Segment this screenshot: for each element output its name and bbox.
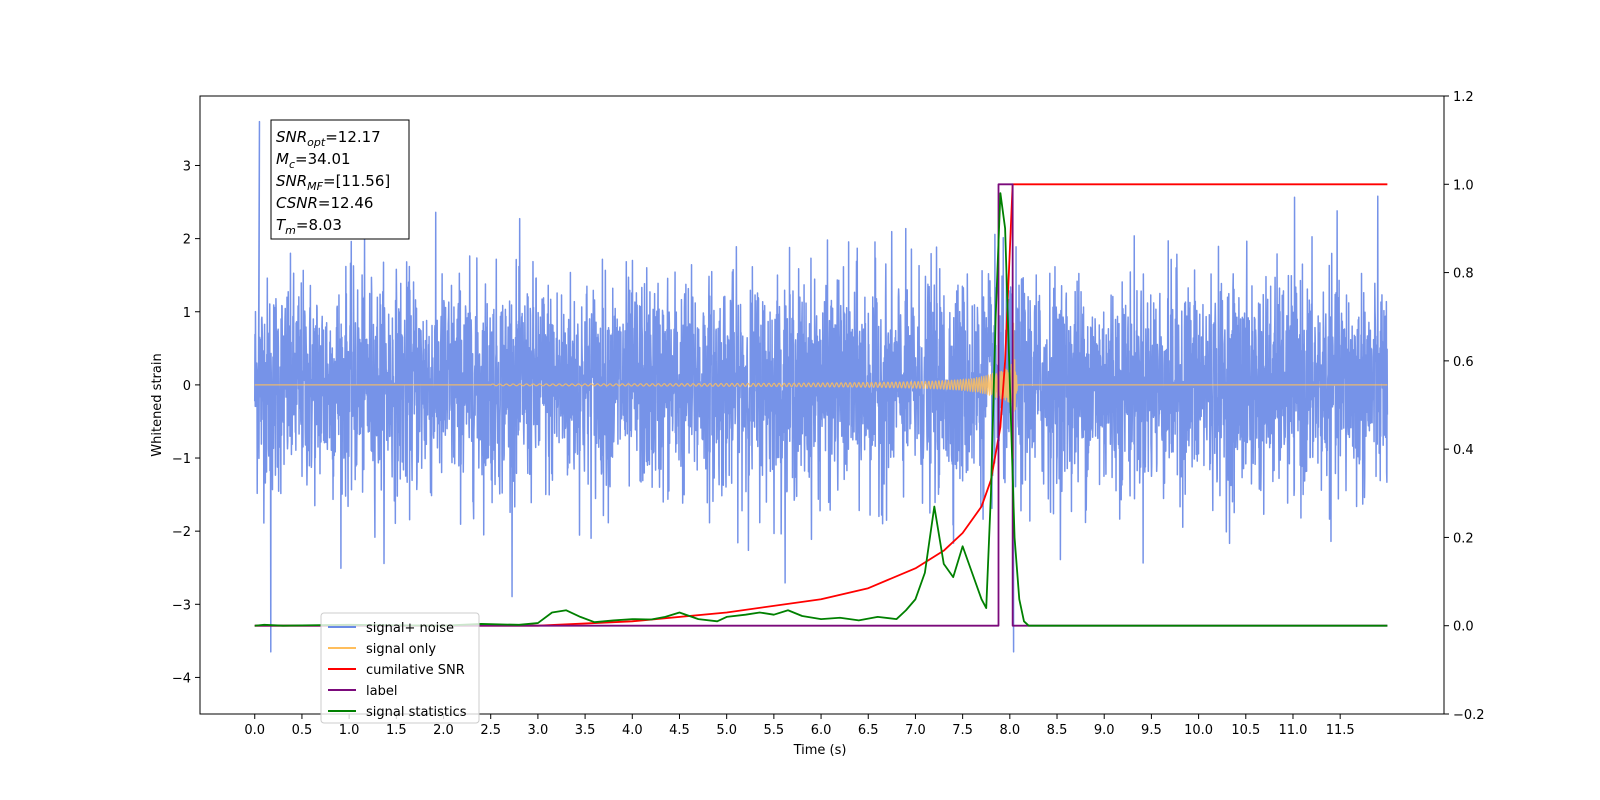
x-tick-label: 8.0 (999, 723, 1020, 738)
series-signal-noise (253, 120, 1389, 653)
series-signal-only (254, 322, 1388, 459)
y-tick-label: −4 (172, 671, 191, 686)
legend-label: label (366, 684, 397, 699)
x-axis-ticks: 0.0 0.5 1.0 1.5 2.0 2.5 3.0 3.5 4.0 4.5 5.0 5.5 6.0 6… (244, 714, 1355, 738)
y2-tick-label: −0.2 (1453, 708, 1485, 723)
x-tick-label: 6.5 (858, 723, 879, 738)
y-tick-label: 1 (183, 306, 191, 321)
y2-tick-label: 0.4 (1453, 443, 1474, 458)
y-tick-label: 3 (183, 159, 191, 174)
x-tick-label: 9.5 (1141, 723, 1162, 738)
x-tick-label: 3.0 (528, 723, 549, 738)
x-tick-label: 7.5 (952, 723, 973, 738)
plot-frame (199, 95, 1445, 715)
annotation-line: SNRMF=[11.56] (276, 172, 390, 193)
x-tick-label: 7.0 (905, 723, 926, 738)
x-tick-label: 2.5 (480, 723, 501, 738)
annotation-box: SNRopt=12.17Mc=34.01SNRMF=[11.56]CSNR=12… (270, 119, 410, 240)
series-cumilative-snr (254, 183, 1388, 627)
x-tick-label: 5.0 (716, 723, 737, 738)
x-tick-label: 9.0 (1094, 723, 1115, 738)
x-tick-label: 1.0 (339, 723, 360, 738)
x-tick-label: 3.5 (575, 723, 596, 738)
legend-label: signal statistics (366, 705, 467, 720)
y-axis-ticks: −4 −3 −2 −1 0 1 2 3 (172, 159, 200, 686)
x-tick-label: 0.0 (244, 723, 265, 738)
x-tick-label: 10.0 (1184, 723, 1213, 738)
y2-tick-label: 0.6 (1453, 355, 1474, 370)
x-tick-label: 8.5 (1047, 723, 1068, 738)
legend-label: signal only (366, 642, 436, 657)
x-axis-label: Time (s) (793, 743, 847, 758)
legend-label: signal+ noise (366, 621, 454, 636)
series-layer (253, 120, 1389, 653)
x-tick-label: 0.5 (292, 723, 313, 738)
annotation-line: Mc=34.01 (276, 150, 351, 171)
legend-label: cumilative SNR (366, 663, 465, 678)
y-axis-label: Whitened strain (150, 353, 165, 456)
annotation-line: CSNR=12.46 (276, 194, 373, 212)
x-tick-label: 6.0 (811, 723, 832, 738)
y-tick-label: −2 (172, 525, 191, 540)
y2-tick-label: 0.0 (1453, 620, 1474, 635)
x-tick-label: 2.0 (433, 723, 454, 738)
y-tick-label: −1 (172, 452, 191, 467)
legend: signal+ noise signal only cumilative SNR la… (320, 612, 480, 724)
x-tick-label: 10.5 (1231, 723, 1260, 738)
x-tick-label: 5.5 (764, 723, 785, 738)
x-tick-label: 4.5 (669, 723, 690, 738)
annotation-line: SNRopt=12.17 (276, 128, 381, 149)
x-tick-label: 1.5 (386, 723, 407, 738)
y2-tick-label: 1.2 (1453, 90, 1474, 105)
series-signal-statistics (254, 192, 1388, 627)
x-tick-label: 4.0 (622, 723, 643, 738)
x-tick-label: 11.5 (1326, 723, 1355, 738)
x-tick-label: 11.0 (1279, 723, 1308, 738)
y2-axis-ticks: −0.2 0.0 0.2 0.4 0.6 0.8 1.0 1.2 (1444, 90, 1485, 723)
y2-tick-label: 0.8 (1453, 267, 1474, 282)
y-tick-label: −3 (172, 598, 191, 613)
annotation-line: Tm=8.03 (276, 216, 342, 237)
y-tick-label: 2 (183, 233, 191, 248)
y2-tick-label: 0.2 (1453, 531, 1474, 546)
y2-tick-label: 1.0 (1453, 178, 1474, 193)
y-tick-label: 0 (183, 379, 191, 394)
